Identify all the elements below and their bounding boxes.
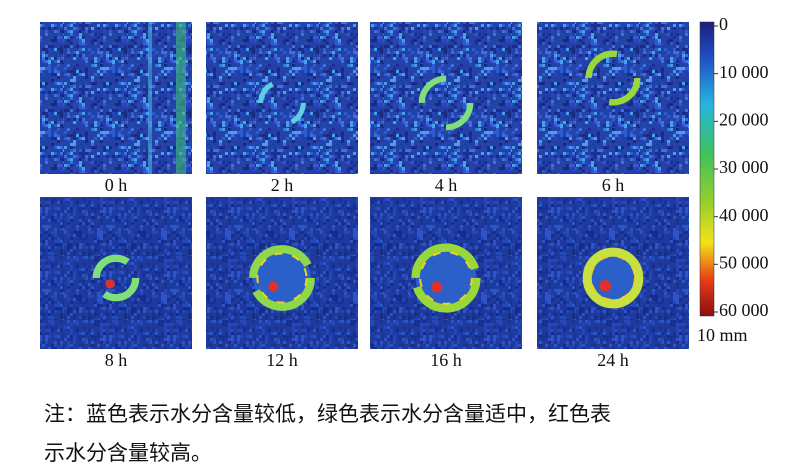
image-panel: [370, 22, 522, 174]
stripe: [176, 22, 186, 174]
colorbar-tick-label: 40 000: [719, 205, 769, 225]
figure-graphic: 10 mm 0 h 2 h 4 h 6 h 8 h 12 h 16 h 24 h 0 10 000…: [40, 14, 769, 370]
sample-core: [253, 249, 311, 307]
stripe: [148, 22, 152, 174]
panel-label: 6 h: [602, 175, 625, 195]
image-panel: [206, 22, 358, 174]
note-line: 示水分含量较高。: [44, 441, 212, 465]
colorbar-tick-label: 30 000: [719, 157, 769, 177]
colorbar-tick-label: 0: [719, 14, 728, 34]
warm-ring: [256, 252, 308, 304]
sample-ring: [411, 243, 481, 313]
panel-label: 16 h: [430, 350, 462, 370]
panel-label: 24 h: [597, 350, 629, 370]
image-panel: [40, 197, 192, 349]
sample-core: [587, 252, 639, 304]
hot-spot: [599, 279, 612, 292]
sample-core: [415, 247, 477, 309]
scale-bar-label: 10 mm: [697, 325, 748, 345]
note-line: 注：蓝色表示水分含量较低，绿色表示水分含量适中，红色表: [44, 402, 611, 426]
sample-ring: [418, 75, 474, 131]
panel-label: 0 h: [105, 175, 128, 195]
panel-label: 12 h: [266, 350, 298, 370]
panel-label: 2 h: [271, 175, 294, 195]
colorbar-tick-label: 60 000: [719, 300, 769, 320]
colorbar-tick-label: 10 000: [719, 62, 769, 82]
sample-ring: [249, 245, 315, 311]
colorbar-tick-label: 20 000: [719, 109, 769, 129]
sample-ring: [585, 50, 641, 106]
colorbar-tick-label: 50 000: [719, 252, 769, 272]
warm-ring: [419, 251, 473, 305]
sample-ring: [582, 247, 644, 309]
image-panel: [40, 22, 192, 174]
hot-spot: [431, 281, 443, 293]
hot-spot: [268, 281, 279, 292]
sample-ring: [258, 79, 306, 127]
panel-label: 8 h: [105, 350, 128, 370]
panel-label: 4 h: [435, 175, 458, 195]
hot-spot: [105, 279, 115, 289]
image-panel: [537, 22, 689, 174]
colorbar: [699, 21, 715, 317]
sample-ring: [92, 254, 140, 302]
warm-ring: [590, 255, 636, 301]
